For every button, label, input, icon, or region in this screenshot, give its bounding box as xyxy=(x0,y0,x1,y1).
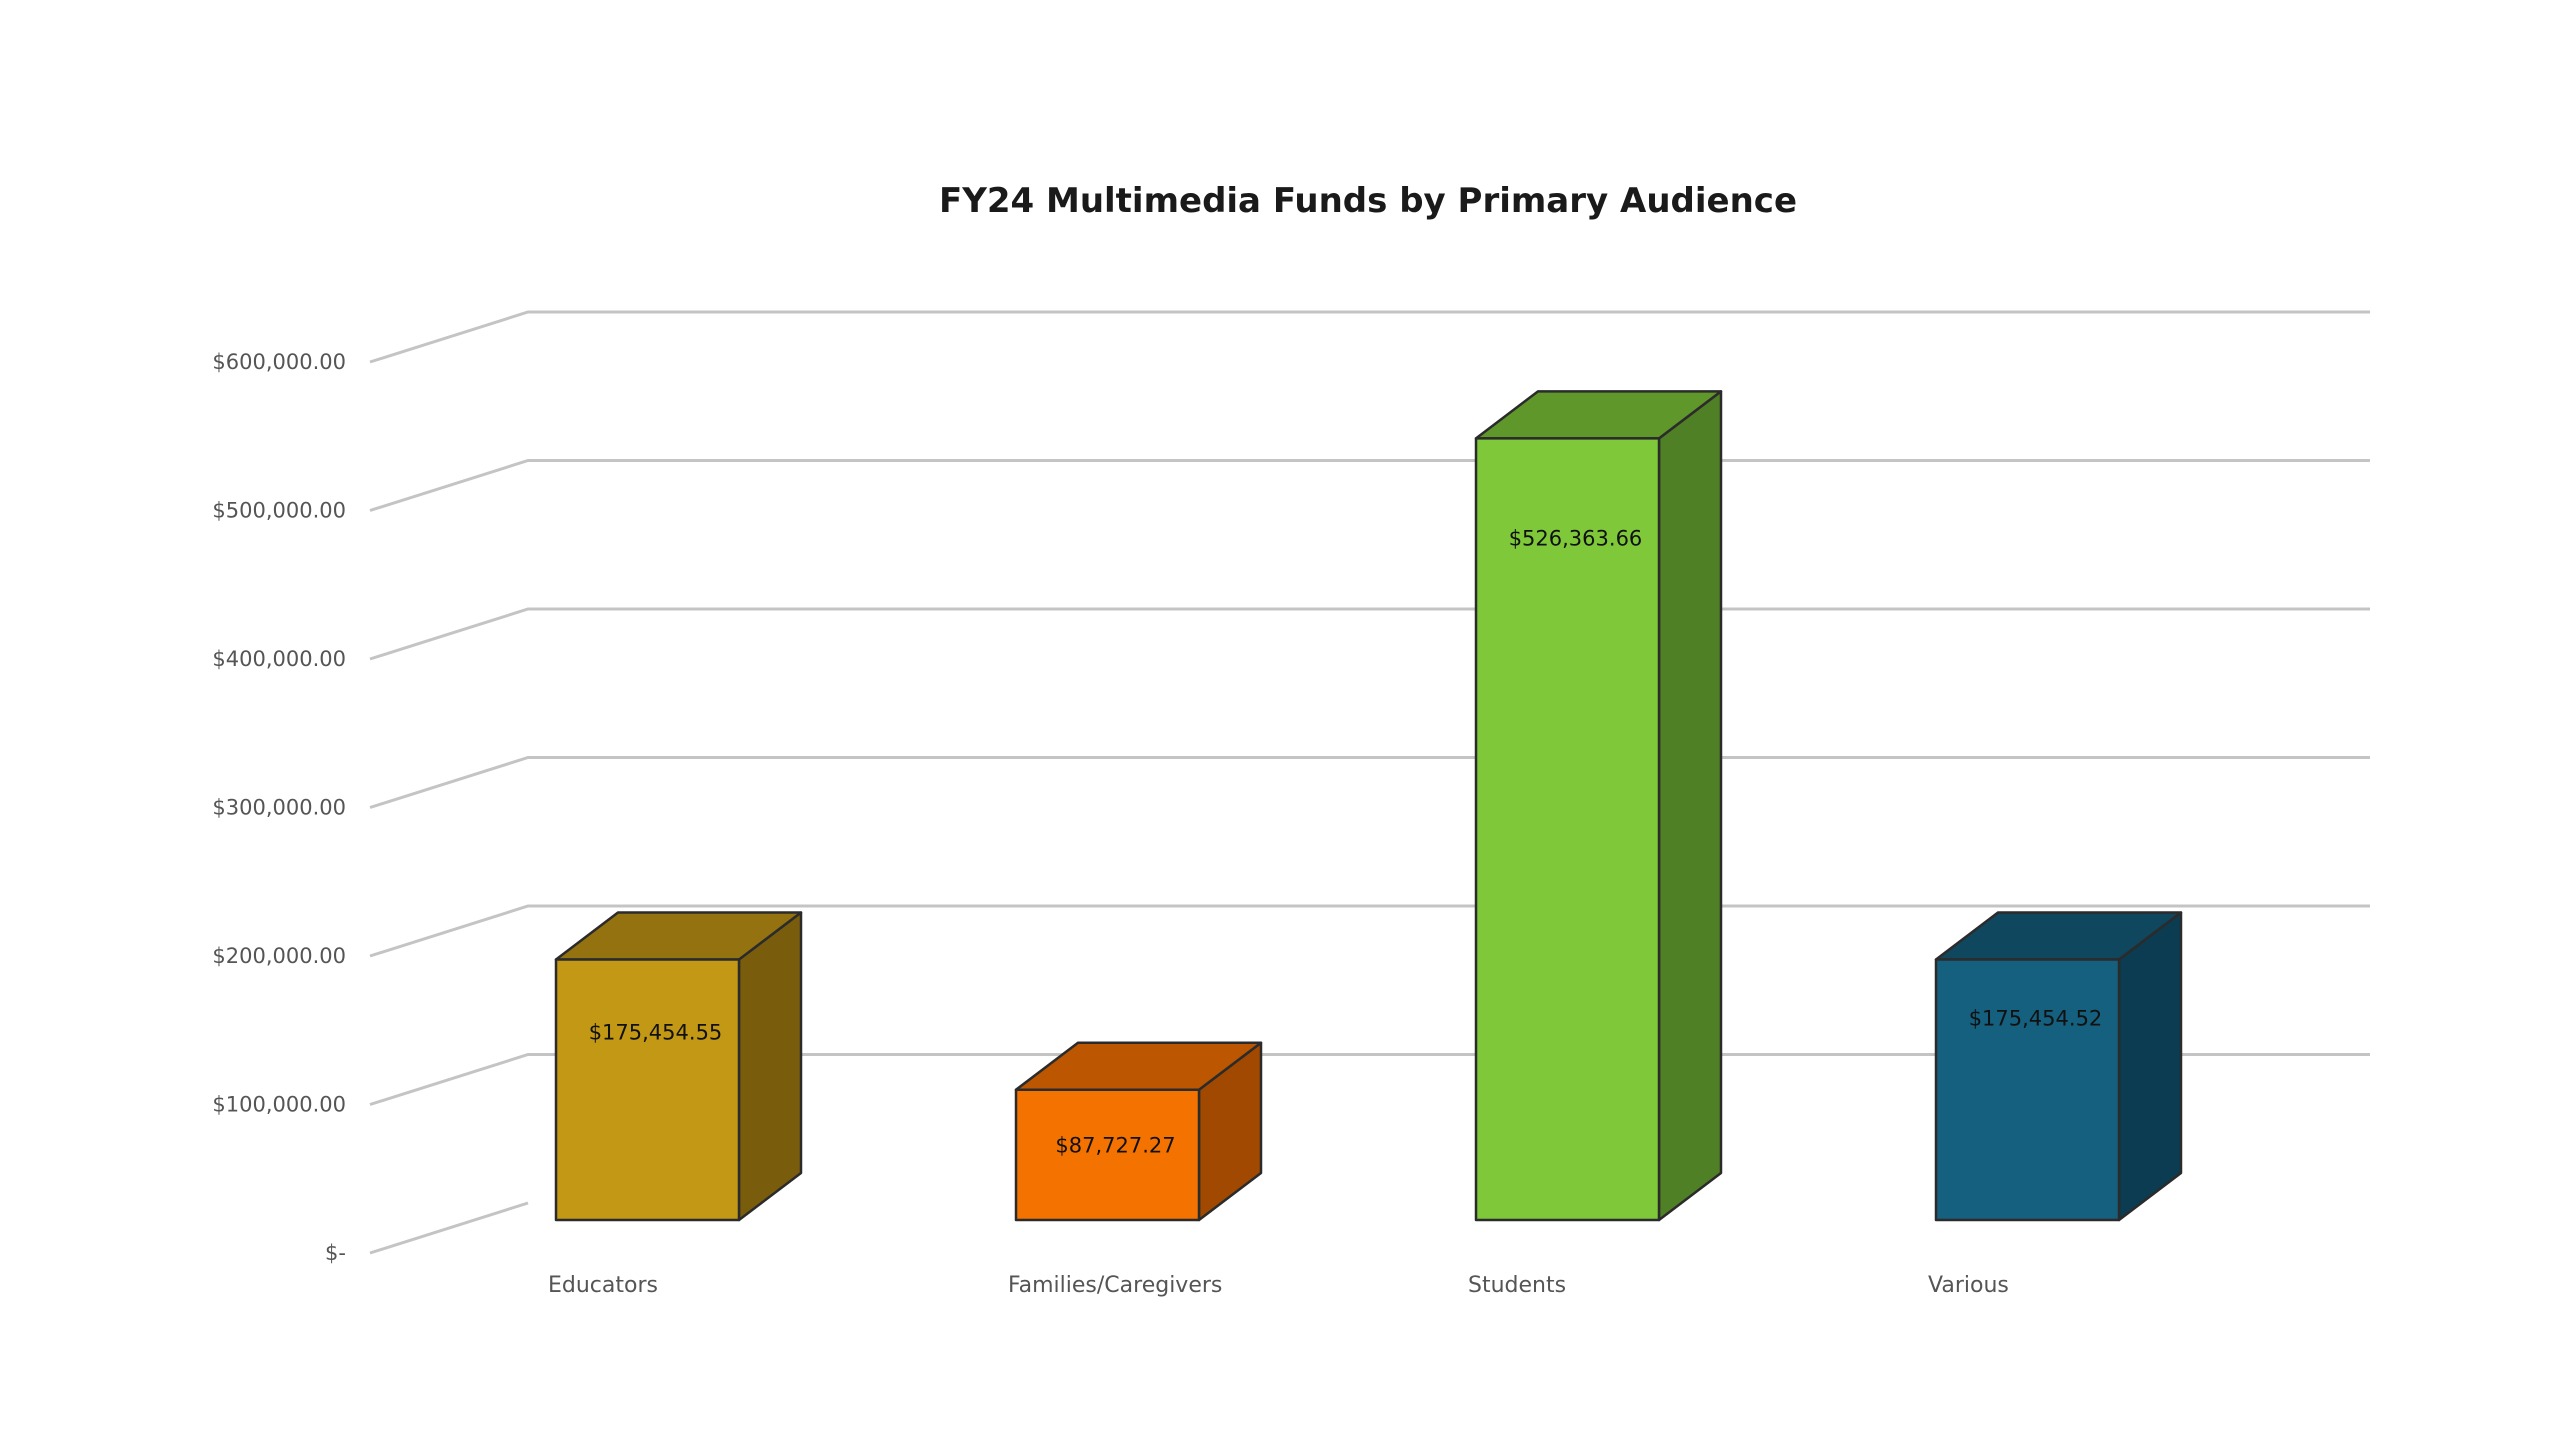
bar-side-face xyxy=(737,911,803,1222)
y-axis-tick-labels: $- $100,000.00 $200,000.00 $300,000.00 $400,… xyxy=(212,350,346,1265)
bar xyxy=(1474,437,1661,1222)
bars xyxy=(554,390,2183,1222)
category-label: Families/Caregivers xyxy=(1008,1273,1222,1298)
gridline xyxy=(369,459,2370,512)
gridline xyxy=(369,756,2370,809)
data-label: $175,454.52 xyxy=(1969,1006,2103,1030)
y-tick-label: $500,000.00 xyxy=(212,499,346,523)
bar xyxy=(1014,1088,1201,1222)
gridline xyxy=(369,1201,529,1255)
gridlines xyxy=(369,310,2370,1255)
bar xyxy=(1934,958,2121,1222)
data-label: $87,727.27 xyxy=(1055,1134,1175,1158)
y-tick-label: $600,000.00 xyxy=(212,350,346,374)
x-axis-category-labels: Educators Families/Caregivers Students Vari… xyxy=(548,1273,2009,1298)
y-tick-label: $200,000.00 xyxy=(212,944,346,968)
category-label: Various xyxy=(1928,1273,2009,1298)
data-label: $526,363.66 xyxy=(1509,526,1643,550)
category-label: Educators xyxy=(548,1273,658,1298)
bar-group xyxy=(1934,911,2183,1222)
bar xyxy=(554,958,741,1222)
y-tick-label: $400,000.00 xyxy=(212,647,346,671)
gridline xyxy=(369,607,2370,661)
gridline xyxy=(369,310,2370,364)
gridline xyxy=(369,904,2370,958)
y-tick-label: $- xyxy=(325,1241,346,1265)
y-tick-label: $100,000.00 xyxy=(212,1093,346,1117)
bar-group xyxy=(554,911,803,1222)
bar-side-face xyxy=(1657,390,1723,1222)
bar-group xyxy=(1014,1041,1263,1222)
bar-side-face xyxy=(2117,911,2183,1222)
data-label: $175,454.55 xyxy=(589,1020,723,1044)
bar-group xyxy=(1474,390,1723,1222)
y-tick-label: $300,000.00 xyxy=(212,796,346,820)
chart-title: FY24 Multimedia Funds by Primary Audienc… xyxy=(939,181,1797,221)
category-label: Students xyxy=(1468,1273,1566,1298)
data-labels: $175,454.55 $87,727.27 $526,363.66 $175,454… xyxy=(589,526,2103,1157)
gridline xyxy=(369,1053,2370,1106)
